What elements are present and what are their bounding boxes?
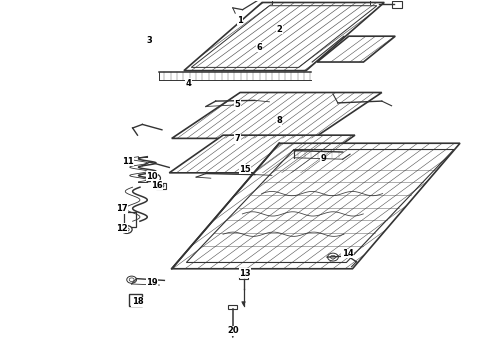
Text: 9: 9 (320, 154, 326, 163)
Text: 1: 1 (237, 16, 243, 25)
Polygon shape (317, 36, 395, 62)
Text: 11: 11 (122, 157, 134, 166)
Text: 13: 13 (239, 269, 251, 278)
Text: 4: 4 (186, 79, 192, 88)
Text: 14: 14 (342, 249, 353, 258)
Text: 15: 15 (239, 165, 251, 174)
Text: 5: 5 (235, 100, 241, 109)
Text: 8: 8 (276, 116, 282, 125)
Text: 18: 18 (132, 297, 143, 306)
Bar (392, 1, 402, 8)
Bar (124, 212, 136, 226)
Text: 19: 19 (147, 278, 158, 287)
Text: 20: 20 (227, 326, 239, 335)
Polygon shape (169, 135, 355, 173)
Circle shape (122, 226, 132, 233)
Circle shape (127, 276, 137, 283)
Bar (156, 183, 166, 189)
Text: 7: 7 (235, 134, 241, 143)
Text: 12: 12 (116, 224, 128, 233)
Text: 3: 3 (147, 36, 152, 45)
Text: 10: 10 (147, 172, 158, 181)
Bar (129, 294, 143, 306)
Polygon shape (184, 3, 384, 71)
Bar (228, 305, 237, 309)
Polygon shape (186, 149, 454, 262)
Text: 6: 6 (257, 43, 263, 52)
Polygon shape (172, 143, 460, 269)
Circle shape (328, 253, 338, 261)
Text: 17: 17 (116, 204, 128, 213)
Circle shape (149, 174, 160, 183)
Polygon shape (172, 93, 382, 138)
Text: 16: 16 (151, 181, 163, 190)
Text: 2: 2 (276, 25, 282, 34)
Bar (239, 276, 248, 279)
